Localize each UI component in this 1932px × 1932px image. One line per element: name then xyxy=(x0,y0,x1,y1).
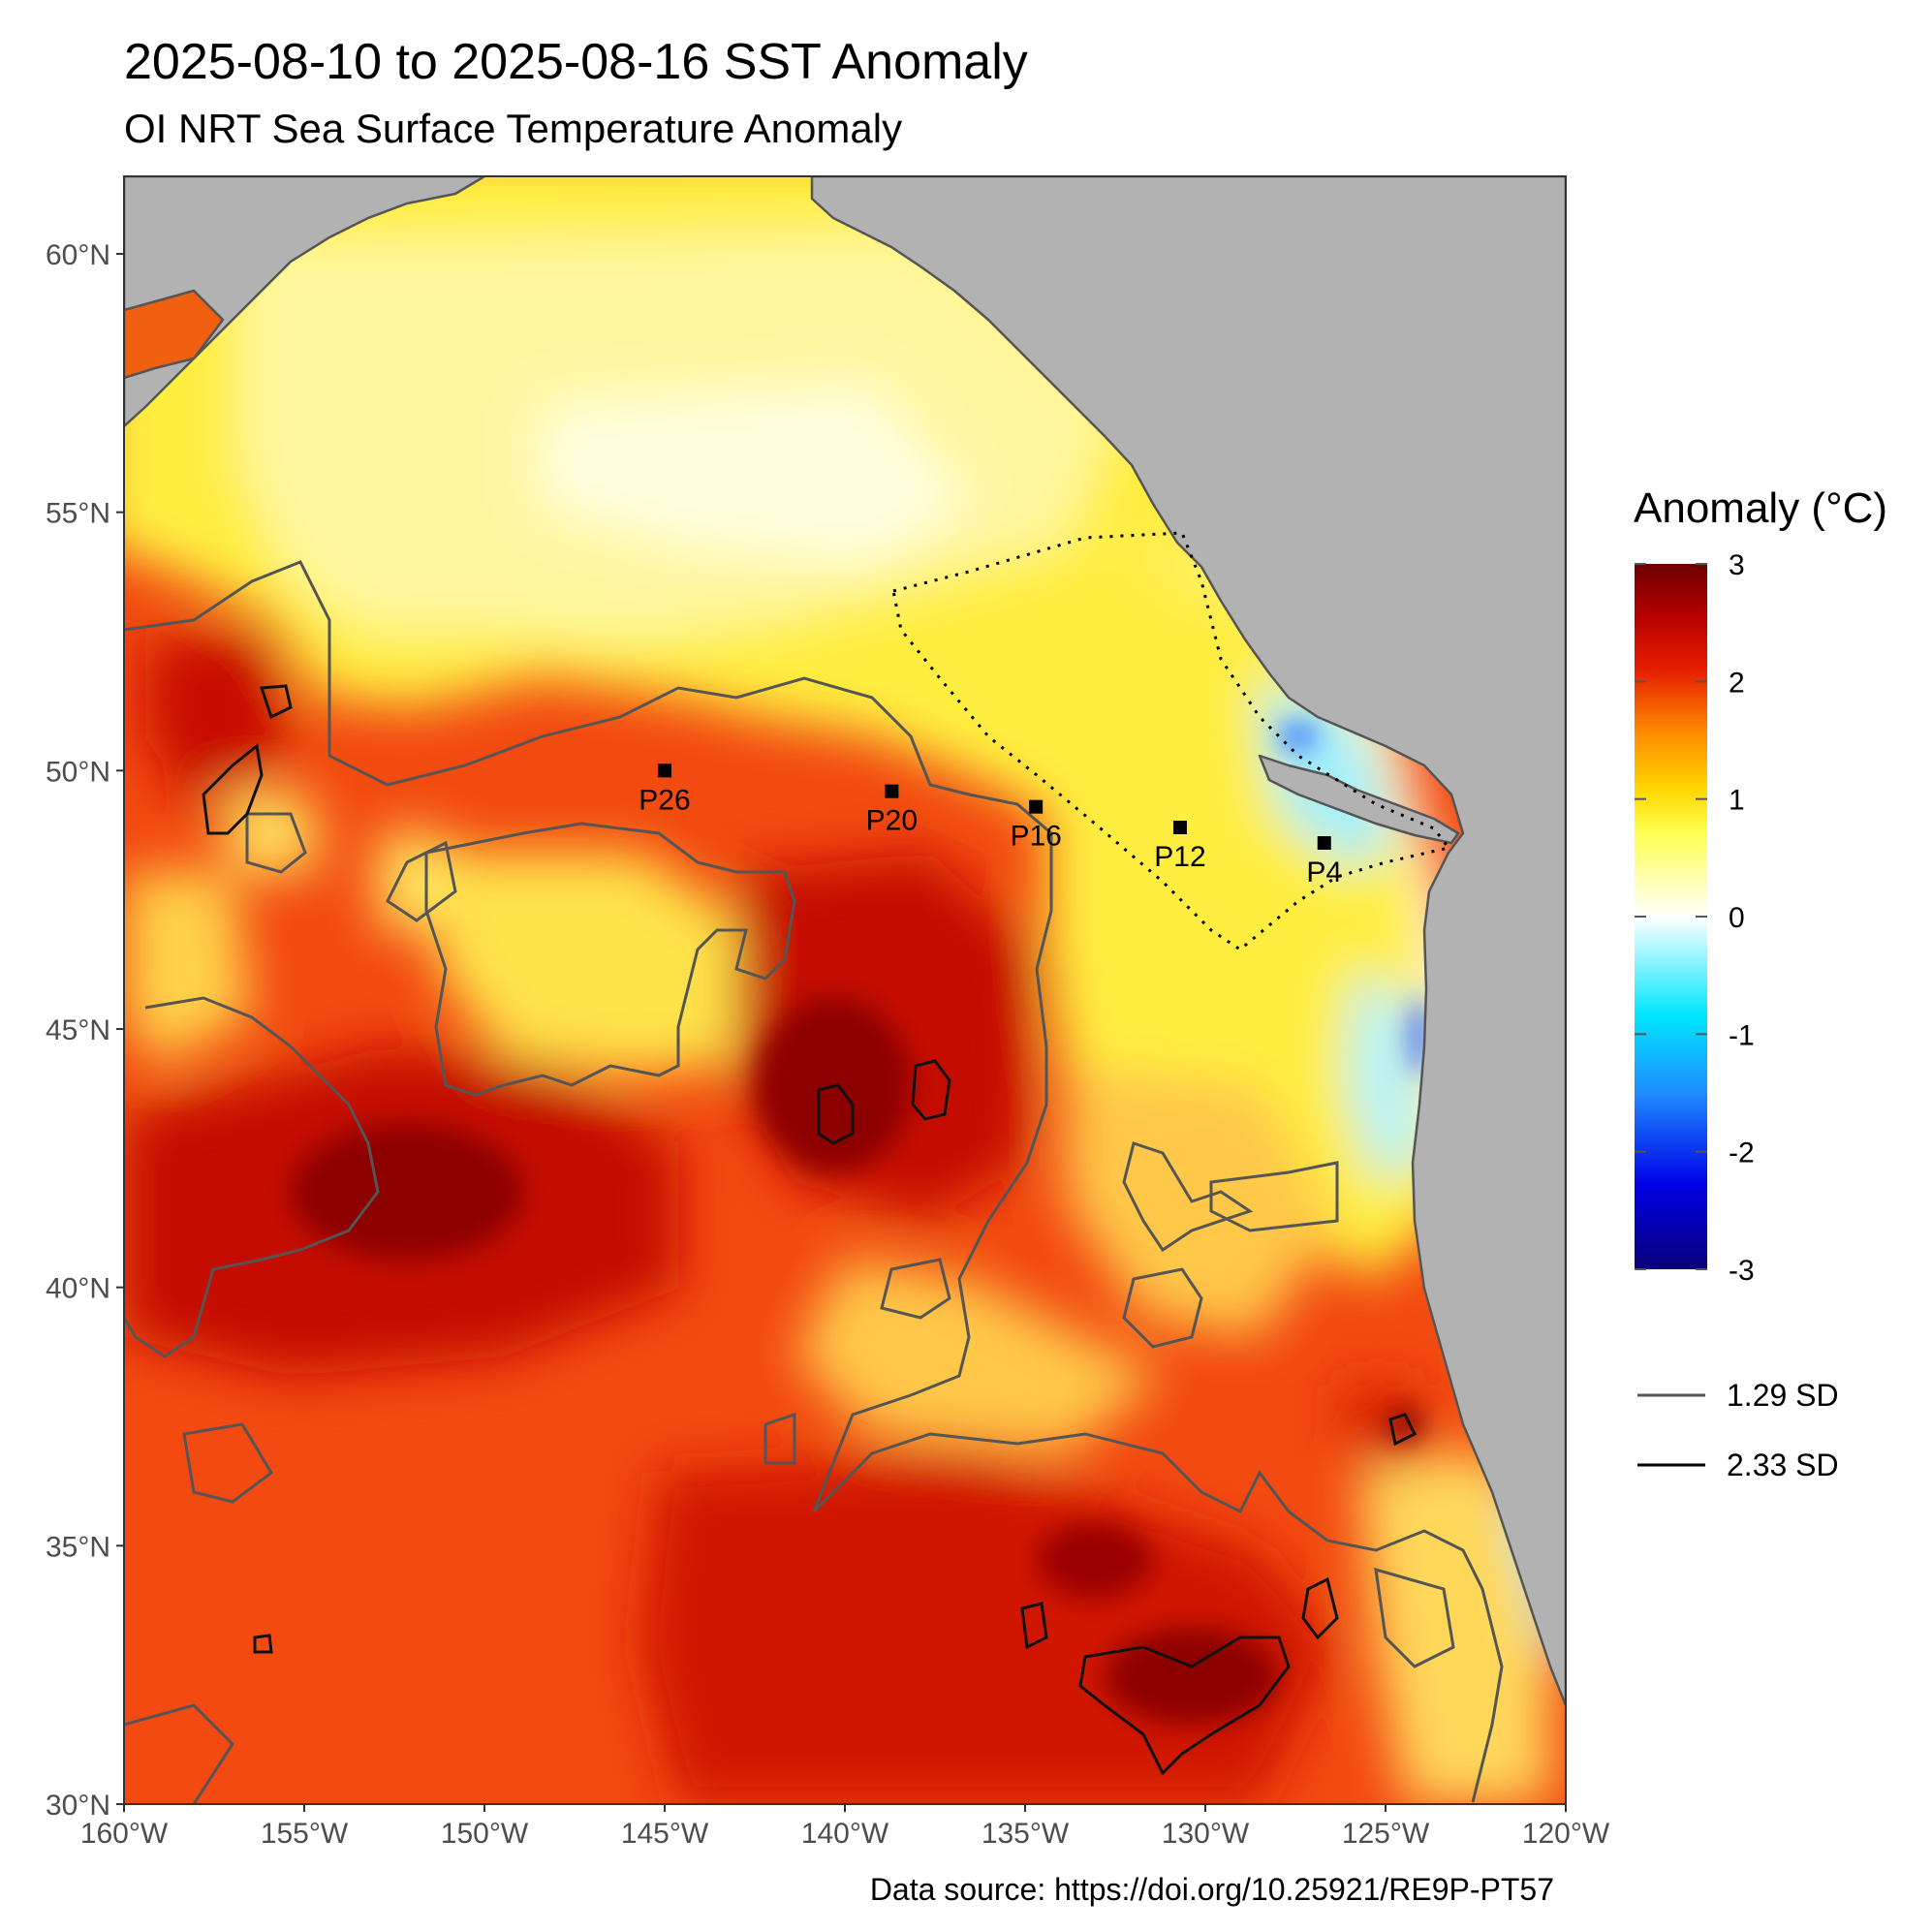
colorbar-label: 2 xyxy=(1729,667,1745,699)
colorbar-label: -1 xyxy=(1729,1019,1755,1051)
legend-label-1-29-sd: 1.29 SD xyxy=(1727,1378,1839,1413)
station-marker xyxy=(1172,821,1187,834)
lat-tick-label: 45°N xyxy=(46,1014,110,1046)
lon-tick-label: 140°W xyxy=(801,1818,889,1850)
lon-tick-label: 155°W xyxy=(261,1818,349,1850)
lat-tick-label: 35°N xyxy=(46,1531,110,1563)
colorbar-label: 1 xyxy=(1729,785,1745,817)
lat-tick-label: 50°N xyxy=(46,756,110,788)
lon-tick-label: 130°W xyxy=(1162,1818,1250,1850)
lon-tick-label: 125°W xyxy=(1342,1818,1430,1850)
station-marker xyxy=(658,763,671,778)
contours-2-33-sd xyxy=(202,684,1418,1776)
lon-axis: 160°W 155°W 150°W 145°W 140°W 135°W 130°W 125°W… xyxy=(80,1804,1610,1850)
data-source: Data source: https://doi.org/10.25921/RE… xyxy=(869,1872,1554,1907)
lat-tick-label: 40°N xyxy=(46,1273,110,1305)
station-label: P16 xyxy=(1010,821,1061,853)
lat-tick-label: 55°N xyxy=(46,498,110,530)
colorbar xyxy=(1635,564,1707,1269)
lat-axis: 60°N 55°N 50°N 45°N 40°N 35°N 30°N xyxy=(46,239,124,1822)
lon-tick-label: 145°W xyxy=(621,1818,709,1850)
lon-tick-label: 120°W xyxy=(1522,1818,1610,1850)
map-title: 2025-08-10 to 2025-08-16 SST Anomaly xyxy=(124,34,1028,90)
colorbar-label: 3 xyxy=(1729,549,1745,581)
dotted-region-boundary xyxy=(891,531,1451,951)
legend-title: Anomaly (°C) xyxy=(1634,484,1888,532)
station-label: P4 xyxy=(1306,857,1342,888)
lon-tick-label: 150°W xyxy=(441,1818,529,1850)
colorbar-ticks: 3 2 1 0 -1 -2 -3 xyxy=(1635,549,1755,1287)
legend-label-2-33-sd: 2.33 SD xyxy=(1727,1448,1839,1482)
station-label: P12 xyxy=(1154,841,1205,873)
lon-tick-label: 160°W xyxy=(80,1818,169,1850)
colorbar-label: -2 xyxy=(1729,1137,1755,1169)
station-marker xyxy=(885,784,899,798)
station-label: P26 xyxy=(639,784,690,816)
station-marker xyxy=(1317,836,1331,850)
lat-tick-label: 60°N xyxy=(46,239,110,271)
land xyxy=(124,176,1566,1707)
map-panel xyxy=(124,176,1566,1804)
station-marker xyxy=(1029,799,1044,814)
station-label: P20 xyxy=(866,805,918,837)
colorbar-label: -3 xyxy=(1729,1255,1755,1287)
map-subtitle: OI NRT Sea Surface Temperature Anomaly xyxy=(124,106,903,151)
colorbar-label: 0 xyxy=(1729,902,1745,934)
lon-tick-label: 135°W xyxy=(982,1818,1070,1850)
lat-tick-label: 30°N xyxy=(46,1790,110,1822)
contours-1-29-sd xyxy=(124,560,1504,1804)
station-markers: P26 P20 P16 P12 P4 xyxy=(639,763,1342,888)
